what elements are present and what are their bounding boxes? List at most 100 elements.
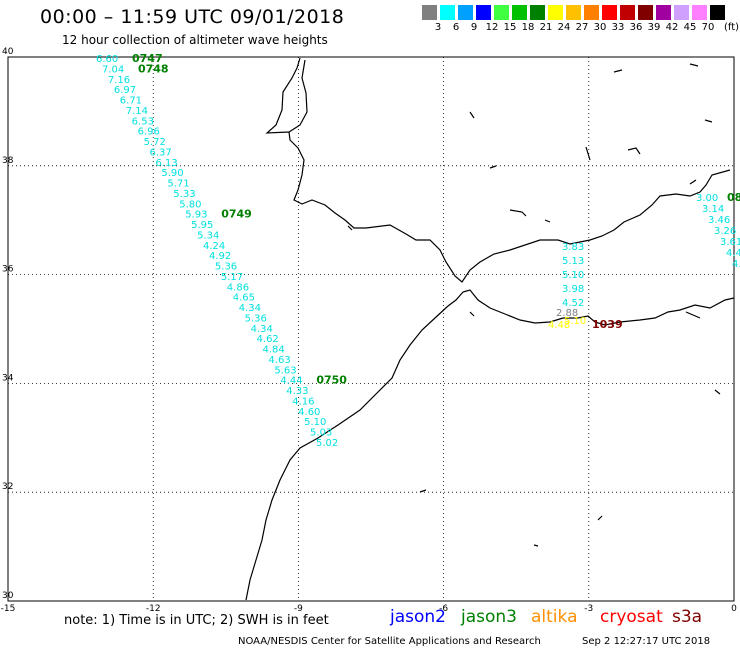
- lon-tick-label: -15: [1, 604, 16, 614]
- swh-value: 5.17: [221, 272, 243, 283]
- swh-value: 6.97: [114, 85, 136, 96]
- scale-label: 39: [647, 22, 661, 33]
- satellite-legend-item: jason2: [390, 607, 446, 627]
- scale-swatch: [692, 5, 707, 20]
- swh-value: 5.93: [185, 210, 207, 221]
- altimeter-track-west: 6.607.047.166.976.717.146.536.965.726.37…: [96, 52, 347, 449]
- scale-swatch: [584, 5, 599, 20]
- swh-value: 3.26: [714, 226, 736, 237]
- pass-time-label: 0747: [132, 52, 163, 65]
- swh-value: 5.03: [310, 428, 332, 439]
- scale-swatch: [494, 5, 509, 20]
- scale-label: 15: [503, 22, 517, 33]
- coastline-balearic: [419, 63, 713, 547]
- swh-value: 5.13: [562, 256, 584, 267]
- swh-value: 5.90: [161, 168, 183, 179]
- lon-tick-label: -6: [439, 604, 448, 614]
- swh-value: 3.00: [696, 193, 718, 204]
- swh-value: 5.95: [191, 220, 213, 231]
- swh-value: 6.37: [150, 147, 172, 158]
- scale-label: 27: [575, 22, 589, 33]
- swh-value: 6.60: [96, 54, 118, 65]
- swh-value: 5.02: [316, 438, 338, 449]
- footer-credit: NOAA/NESDIS Center for Satellite Applica…: [238, 636, 541, 647]
- scale-swatch: [458, 5, 473, 20]
- scale-label: 18: [521, 22, 535, 33]
- scale-swatch: [674, 5, 689, 20]
- scale-label: 45: [683, 22, 697, 33]
- lon-tick-label: -3: [584, 604, 593, 614]
- swh-value: 3.46: [708, 215, 730, 226]
- swh-value: 4.16: [292, 396, 314, 407]
- scale-swatch: [602, 5, 617, 20]
- scale-label: 36: [629, 22, 643, 33]
- altimeter-track-east: 3.003.143.463.263.614.44.9 08: [696, 191, 740, 270]
- swh-value: 3.14: [702, 204, 724, 215]
- scale-swatch: [512, 5, 527, 20]
- swh-value: 6.96: [138, 127, 160, 138]
- lon-tick-label: -12: [146, 604, 161, 614]
- footer-note: note: 1) Time is in UTC; 2) SWH is in fe…: [64, 613, 329, 628]
- scale-label: 21: [539, 22, 553, 33]
- swh-value: 4.62: [257, 334, 279, 345]
- satellite-legend-item: altika: [531, 607, 578, 627]
- swh-value: 5.72: [144, 137, 166, 148]
- scale-label: 42: [665, 22, 679, 33]
- swh-value: 4.63: [268, 355, 290, 366]
- coastline-islands: [347, 225, 721, 395]
- swh-value: 4.9: [732, 259, 740, 270]
- swh-value: 4.84: [262, 345, 284, 356]
- swh-value: 5.10: [304, 417, 326, 428]
- swh-value: 6.71: [120, 96, 142, 107]
- lat-tick-label: 30: [2, 591, 14, 601]
- lat-tick-label: 40: [2, 47, 14, 57]
- scale-label: 24: [557, 22, 571, 33]
- swh-value: 7.04: [102, 64, 124, 75]
- swh-value: 4.52: [562, 298, 584, 309]
- pass-time-label: 0748: [138, 62, 169, 75]
- pass-time-label: 0750: [316, 374, 347, 387]
- swh-value: 4.34: [239, 303, 261, 314]
- scale-unit: (ft): [724, 22, 740, 33]
- page-title: 00:00 – 11:59 UTC 09/01/2018: [40, 6, 345, 28]
- swh-value: 5.63: [274, 365, 296, 376]
- scale-label: 3: [434, 22, 442, 33]
- map-frame: [7, 56, 735, 602]
- swh-value: 5.10: [562, 270, 584, 281]
- pass-time-label: 1039: [592, 318, 623, 331]
- scale-label: 9: [470, 22, 478, 33]
- swh-value: 3.98: [562, 284, 584, 295]
- swh-value: 5.80: [179, 199, 201, 210]
- lat-tick-label: 32: [2, 482, 13, 492]
- swh-value: 3.83: [562, 242, 584, 253]
- swh-value: 4.4: [726, 248, 740, 259]
- map-grid: [8, 57, 734, 601]
- swh-value: 5.36: [215, 262, 237, 273]
- lat-tick-label: 38: [2, 156, 14, 166]
- swh-value: 4.60: [298, 407, 320, 418]
- coastline-portugal-spain: [265, 57, 731, 283]
- scale-swatch: [440, 5, 455, 20]
- scale-swatch: [656, 5, 671, 20]
- pass-time-label: 08: [727, 191, 740, 204]
- scale-label: 30: [593, 22, 607, 33]
- lat-tick-label: 34: [2, 373, 14, 383]
- swh-value-yellow: 4.48: [548, 320, 570, 331]
- scale-swatch: [530, 5, 545, 20]
- swh-value: 5.36: [245, 313, 267, 324]
- swh-value-gray: 2.88: [556, 308, 578, 319]
- swh-value: 4.65: [233, 293, 255, 304]
- scale-label: 12: [485, 22, 499, 33]
- swh-value: 3.61: [720, 237, 740, 248]
- scale-swatch: [620, 5, 635, 20]
- satellite-legend-item: s3a: [672, 607, 703, 627]
- coastline-morocco-algeria: [245, 289, 735, 601]
- swh-value: 4.33: [286, 386, 308, 397]
- lon-tick-label: 0: [731, 604, 737, 614]
- scale-label: 6: [452, 22, 460, 33]
- lat-tick-label: 36: [2, 265, 14, 275]
- map-tick-labels: -15 -12 -9 -6 -3 0 40 38 36 34 32 30: [1, 47, 737, 614]
- swh-value-yellow: 5.10: [564, 316, 586, 327]
- scale-label: 33: [611, 22, 625, 33]
